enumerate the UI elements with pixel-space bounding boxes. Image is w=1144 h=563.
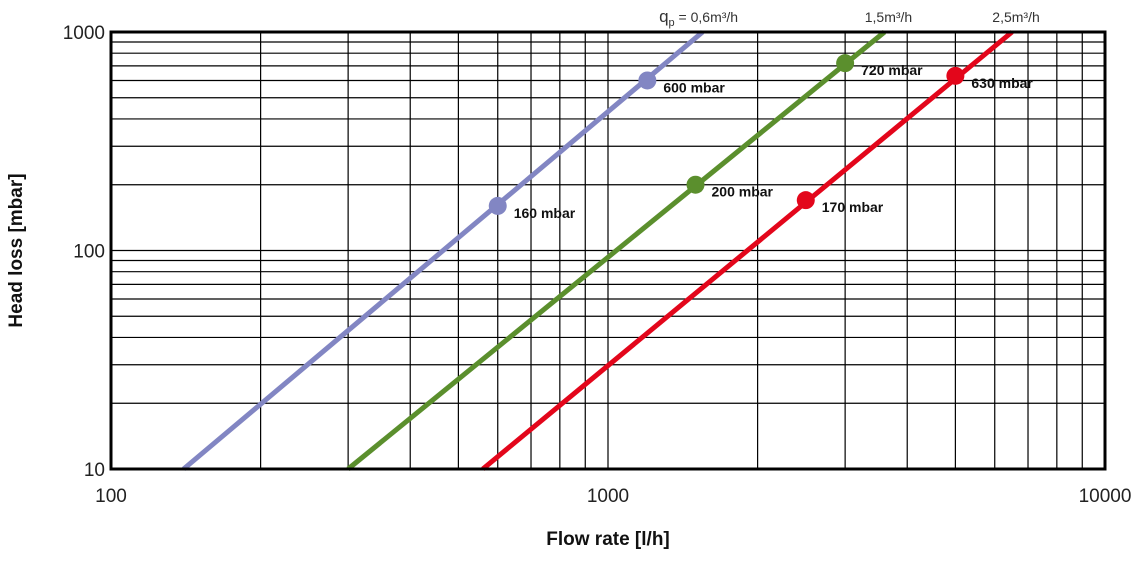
series-line — [346, 30, 887, 471]
plot-frame — [109, 30, 1107, 471]
data-point-label: 720 mbar — [861, 62, 923, 78]
x-axis-label: Flow rate [l/h] — [546, 529, 670, 550]
tick-labels: 100 1000 10000 10 100 1000 — [63, 23, 1132, 507]
data-point — [686, 175, 705, 194]
data-point — [946, 66, 965, 85]
data-point-label: 630 mbar — [971, 75, 1033, 91]
series-name-label: 2,5m³/h — [992, 9, 1039, 25]
data-point-label: 170 mbar — [822, 199, 884, 215]
series-labels: qp = 0,6m³/h 1,5m³/h 2,5m³/h — [659, 7, 1040, 29]
data-point-label: 160 mbar — [514, 205, 576, 221]
data-point — [796, 191, 815, 210]
series-name-label: qp = 0,6m³/h — [659, 7, 738, 29]
grid — [111, 32, 1105, 469]
data-point — [836, 54, 855, 73]
x-tick-label: 10000 — [1079, 486, 1132, 507]
data-point-label: 200 mbar — [712, 184, 774, 200]
y-tick-label: 100 — [73, 242, 105, 263]
y-tick-label: 10 — [84, 460, 105, 481]
data-point-label: 600 mbar — [663, 79, 725, 95]
data-point — [488, 196, 507, 215]
x-tick-label: 1000 — [587, 486, 629, 507]
series-line — [481, 30, 1014, 471]
points-layer: 160 mbar 600 mbar 200 mbar 720 mbar 170 mbar… — [488, 54, 1033, 221]
y-axis-label: Head loss [mbar] — [6, 173, 27, 327]
data-point — [638, 71, 657, 90]
y-tick-label: 1000 — [63, 23, 105, 44]
series-name-label: 1,5m³/h — [865, 9, 912, 25]
x-tick-label: 100 — [95, 486, 127, 507]
series-layer — [181, 30, 1014, 471]
series-line — [181, 30, 705, 471]
